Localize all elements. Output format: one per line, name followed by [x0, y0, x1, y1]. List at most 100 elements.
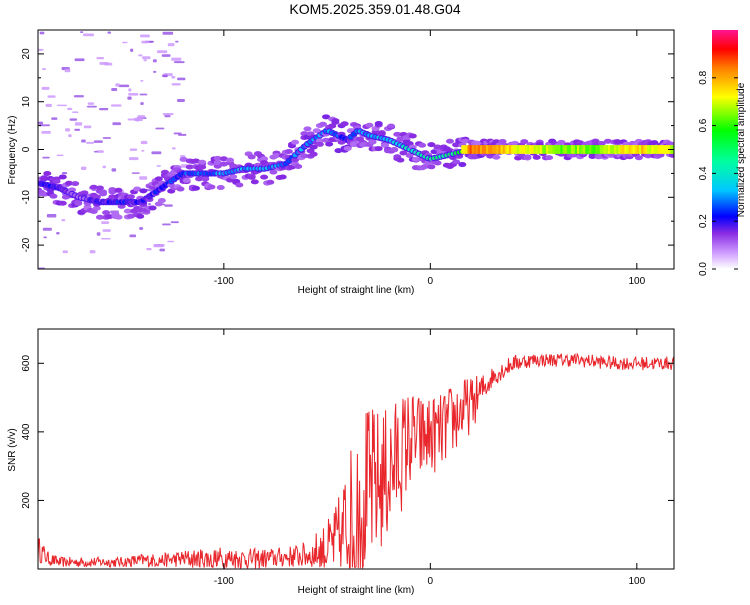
- spectrogram-ylabel: Frequency (Hz): [7, 116, 18, 185]
- spectrogram-band-cell: [469, 145, 474, 154]
- spectrogram-cell: [126, 213, 135, 219]
- snr-axes: -100 0 100 600 400 200: [21, 329, 674, 587]
- spectrogram-ytick-label: 20: [21, 48, 32, 60]
- spectrogram-cell: [396, 157, 405, 163]
- spectrogram-band-cell: [589, 145, 594, 154]
- spectrogram-cell: [182, 177, 191, 183]
- spectrogram-band-cell: [560, 145, 565, 154]
- spectrogram-cell: [40, 191, 49, 197]
- spectrogram-noise-cell: [163, 74, 168, 78]
- spectrogram-band-cell: [647, 145, 651, 154]
- spectrogram-noise-cell: [162, 112, 174, 116]
- spectrogram-band-cell: [585, 145, 590, 154]
- spectrogram-noise-cell: [122, 41, 128, 44]
- spectrogram-band-cell: [529, 145, 534, 154]
- spectrogram-band-cell: [545, 145, 550, 154]
- spectrogram-noise-cell: [143, 59, 147, 62]
- spectrogram-noise-cell: [140, 34, 150, 38]
- spectrogram-noise-cell: [51, 117, 58, 120]
- spectrogram-noise-cell: [47, 95, 56, 98]
- spectrogram-cell: [634, 155, 643, 161]
- spectrogram-noise-cell: [146, 247, 152, 251]
- spectrogram-noise-cell: [74, 58, 85, 62]
- spectrogram-noise-cell: [167, 43, 175, 47]
- spectrogram-cell: [92, 205, 101, 211]
- spectrogram-cell: [136, 213, 145, 219]
- spectrogram-noise-cell: [173, 132, 182, 135]
- spectrogram-band-cell: [655, 145, 660, 154]
- spectrogram-band-cell: [618, 145, 623, 154]
- spectrogram-band-cell: [519, 145, 523, 154]
- spectrogram-band-cell: [537, 145, 542, 154]
- spectrogram-band-cell: [579, 145, 583, 154]
- spectrogram-band-cell: [599, 145, 604, 154]
- spectrogram-cell: [92, 194, 101, 200]
- spectrogram-cell: [368, 138, 377, 144]
- spectrogram-noise-cell: [111, 88, 118, 92]
- spectrogram-band-cell: [510, 145, 515, 154]
- spectrogram-band-cell: [612, 145, 616, 154]
- snr-ylabel: SNR (v/v): [7, 428, 18, 471]
- spectrogram-noise-cell: [39, 31, 45, 35]
- spectrogram-noise-cell: [127, 96, 132, 100]
- spectrogram-noise-cell: [81, 139, 86, 143]
- spectrogram-cell: [247, 154, 256, 160]
- spectrogram-cell: [328, 123, 337, 129]
- spectrogram-noise-cell: [102, 137, 112, 139]
- spectrogram-noise-cell: [135, 118, 140, 122]
- spectrogram-band-cell: [512, 145, 517, 154]
- spectrogram-cell: [99, 191, 108, 197]
- spectrogram-noise-cell: [56, 154, 64, 157]
- spectrogram-noise-cell: [102, 165, 106, 169]
- spectrogram-cell: [418, 142, 427, 148]
- spectrogram-noise-cell: [99, 61, 109, 65]
- spectrogram-cell: [219, 161, 228, 167]
- spectrogram-cell: [334, 148, 343, 154]
- spectrogram-cell: [557, 139, 566, 145]
- spectrogram-cell: [102, 210, 111, 216]
- spectrogram-cell: [427, 164, 436, 170]
- spectrogram-band-cell: [626, 145, 631, 154]
- spectrogram-noise-cell: [83, 125, 92, 129]
- spectrogram-noise-cell: [167, 240, 175, 243]
- spectrogram-cell: [198, 159, 207, 165]
- spectrogram-cell: [191, 158, 200, 164]
- spectrogram-noise-cell: [173, 61, 185, 64]
- spectrogram-cell: [668, 152, 674, 158]
- colorbar-gradient: [712, 30, 738, 269]
- spectrogram-noise-cell: [171, 147, 176, 150]
- spectrogram-cell: [213, 163, 222, 169]
- spectrogram-xtick-label: 0: [428, 276, 434, 287]
- spectrogram-noise-cell: [107, 31, 112, 34]
- spectrogram-cell: [365, 122, 374, 128]
- spectrogram-cell: [303, 126, 312, 132]
- spectrogram-cell: [433, 144, 442, 150]
- spectrogram-noise-cell: [177, 77, 186, 81]
- spectrogram-band-cell: [640, 145, 645, 154]
- spectrogram-cell: [322, 137, 331, 143]
- colorbar-ticks: 0.0 0.2 0.4 0.6 0.8: [698, 70, 738, 276]
- spectrogram-band-cell: [603, 145, 608, 154]
- spectrogram-cell: [380, 142, 389, 148]
- spectrogram-cell: [278, 174, 287, 180]
- spectrogram-band-cell: [628, 145, 633, 154]
- spectrogram-band-cell: [587, 145, 592, 154]
- spectrogram-cell: [498, 138, 507, 144]
- spectrogram-noise-cell: [89, 250, 96, 254]
- spectrogram-cell: [591, 138, 600, 144]
- spectrogram-band-cell: [465, 145, 470, 154]
- spectrogram-cell: [195, 176, 204, 182]
- spectrogram-noise-cell: [142, 56, 151, 60]
- spectrogram-band-cell: [643, 145, 647, 154]
- spectrogram-cell: [108, 187, 117, 193]
- spectrogram-band-cell: [614, 145, 618, 154]
- spectrogram-band-cell: [523, 145, 528, 154]
- spectrogram-noise-cell: [141, 149, 145, 152]
- spectrogram-xlabel: Height of straight line (km): [298, 285, 415, 296]
- spectrogram-noise-cell: [139, 176, 148, 180]
- spectrogram-band-cell: [659, 145, 664, 154]
- spectrogram-band-cell: [674, 145, 678, 154]
- spectrogram-noise-cell: [164, 204, 173, 207]
- spectrogram-noise-cell: [155, 127, 165, 130]
- spectrogram-cell: [318, 121, 327, 127]
